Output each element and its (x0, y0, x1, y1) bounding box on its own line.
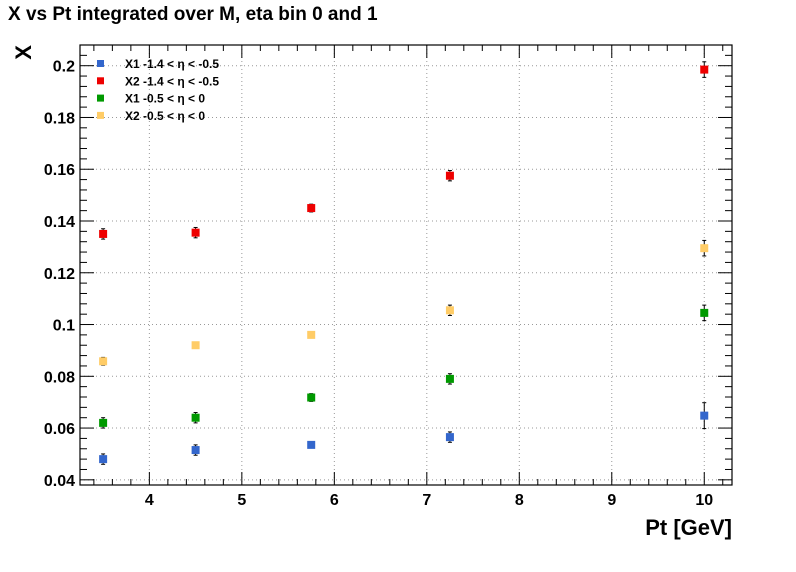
marker (307, 393, 316, 402)
marker (99, 418, 108, 427)
marker (445, 171, 454, 180)
y-axis-title: X (11, 45, 36, 60)
y-tick-label: 0.18 (44, 110, 75, 127)
marker (307, 440, 316, 449)
legend-marker (97, 77, 104, 85)
x-tick-label: 4 (145, 492, 154, 509)
marker (99, 455, 108, 464)
marker (700, 65, 709, 74)
legend-marker (97, 94, 104, 102)
y-tick-label: 0.08 (44, 369, 75, 386)
data-point (700, 402, 709, 430)
data-point (307, 393, 316, 402)
data-point (307, 440, 316, 449)
marker (700, 244, 709, 253)
data-point (99, 356, 108, 366)
x-tick-label: 8 (515, 492, 524, 509)
y-tick-label: 0.14 (44, 214, 75, 231)
data-point (307, 203, 316, 213)
data-point (191, 444, 200, 456)
marker (191, 446, 200, 455)
data-point (99, 228, 108, 240)
legend-label: X2 -1.4 < η < -0.5 (125, 74, 219, 88)
legend-label: X1 -1.4 < η < -0.5 (125, 57, 219, 71)
data-point (445, 304, 454, 316)
marker (307, 204, 316, 213)
data-point (191, 412, 200, 424)
legend-label: X1 -0.5 < η < 0 (125, 92, 205, 106)
marker (191, 413, 200, 422)
legend-marker (97, 111, 104, 119)
data-point (307, 330, 316, 339)
x-tick-label: 7 (422, 492, 431, 509)
data-point (445, 373, 454, 385)
x-tick-label: 9 (607, 492, 616, 509)
plot-frame (79, 44, 733, 486)
data-point (445, 170, 454, 182)
chart-title: X vs Pt integrated over M, eta bin 0 and… (8, 4, 378, 25)
marker (445, 433, 454, 442)
data-point (700, 61, 709, 78)
grid-lines (80, 45, 732, 485)
marker (700, 411, 709, 420)
data-point (700, 239, 709, 257)
marker (307, 330, 316, 339)
marker (191, 228, 200, 237)
marker (99, 357, 108, 366)
data-point (700, 304, 709, 322)
x-tick-label: 5 (237, 492, 246, 509)
legend-label: X2 -0.5 < η < 0 (125, 109, 205, 123)
y-tick-label: 0.16 (44, 162, 75, 179)
data-points (99, 61, 709, 465)
legend: X1 -1.4 < η < -0.5 X2 -1.4 < η < -0.5 X1 -… (97, 57, 219, 123)
x-axis-title: Pt [GeV] (645, 515, 732, 540)
y-tick-label: 0.04 (44, 473, 75, 490)
marker (445, 306, 454, 315)
data-point (99, 453, 108, 465)
data-point (99, 417, 108, 429)
marker (99, 229, 108, 238)
y-tick-label: 0.06 (44, 421, 75, 438)
data-point (445, 431, 454, 443)
legend-marker (97, 60, 104, 67)
y-tick-label: 0.1 (53, 318, 75, 335)
y-tick-label: 0.2 (53, 59, 75, 76)
axes: 4 5 6 7 8 9 10 0.04 0.06 0.08 0.1 0.12 0.14 0.16 0.18 0… (11, 44, 733, 540)
marker (700, 308, 709, 317)
x-tick-label: 10 (695, 492, 713, 509)
y-tick-label: 0.12 (44, 266, 75, 283)
marker (445, 374, 454, 383)
x-tick-label: 6 (330, 492, 339, 509)
marker (191, 341, 200, 350)
data-point (191, 341, 200, 350)
data-point (191, 226, 200, 239)
